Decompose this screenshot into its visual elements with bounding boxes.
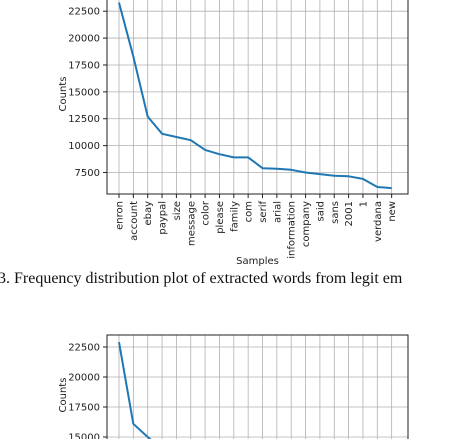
bottom-chart-series bbox=[118, 342, 152, 439]
y-tick-label: 15000 bbox=[68, 433, 100, 439]
top-chart-frame bbox=[106, 0, 409, 195]
y-tick-label: 17500 bbox=[68, 403, 100, 414]
y-tick-label: 15000 bbox=[68, 87, 100, 98]
x-tick-label: please bbox=[215, 201, 226, 234]
bottom-chart-frame bbox=[106, 334, 409, 439]
x-tick-label: information bbox=[287, 201, 298, 259]
x-tick-label: enron bbox=[115, 201, 126, 230]
y-tick-label: 20000 bbox=[68, 34, 100, 45]
y-tick-label: 7500 bbox=[75, 168, 100, 179]
x-tick-label: ebay bbox=[143, 201, 154, 226]
top-chart-x-label: Samples bbox=[236, 256, 279, 267]
y-tick-label: 20000 bbox=[68, 373, 100, 384]
x-tick-label: arial bbox=[272, 201, 283, 223]
x-tick-label: family bbox=[229, 201, 240, 232]
x-tick-label: color bbox=[201, 200, 212, 226]
x-tick-label: new bbox=[387, 201, 398, 222]
bottom-chart: 15000 17500 20000 22500 Counts bbox=[58, 334, 409, 439]
x-tick-label: sans bbox=[330, 201, 341, 224]
x-tick-label: 1 bbox=[358, 201, 369, 207]
top-chart-x-ticks: enron account ebay paypal size message color pl… bbox=[115, 194, 398, 259]
x-tick-label: said bbox=[315, 201, 326, 221]
x-tick-label: paypal bbox=[158, 201, 169, 235]
series-line bbox=[118, 342, 152, 439]
top-chart: 7500 10000 12500 15000 17500 20000 22500 enron… bbox=[58, 0, 409, 267]
x-tick-label: serif bbox=[258, 201, 269, 223]
bottom-chart-y-ticks: 15000 17500 20000 22500 bbox=[68, 343, 107, 439]
x-tick-label: account bbox=[129, 201, 140, 241]
top-chart-grid bbox=[107, 0, 408, 194]
figure-caption: 3. Frequency distribution plot of extrac… bbox=[0, 270, 403, 287]
x-tick-label: company bbox=[301, 201, 312, 247]
y-tick-label: 22500 bbox=[68, 7, 100, 18]
x-tick-label: size bbox=[172, 201, 183, 220]
top-chart-series bbox=[118, 2, 392, 190]
y-tick-label: 17500 bbox=[68, 60, 100, 71]
x-tick-label: com bbox=[244, 201, 255, 222]
x-tick-label: message bbox=[186, 201, 197, 246]
x-tick-label: verdana bbox=[373, 201, 384, 242]
y-tick-label: 12500 bbox=[68, 114, 100, 125]
bottom-chart-y-label: Counts bbox=[58, 378, 69, 413]
x-tick-label: 2001 bbox=[344, 201, 355, 226]
top-chart-y-ticks: 7500 10000 12500 15000 17500 20000 22500 bbox=[68, 7, 107, 179]
bottom-chart-grid bbox=[107, 335, 408, 439]
top-chart-y-label: Counts bbox=[58, 77, 69, 112]
series-line bbox=[118, 2, 392, 190]
y-tick-label: 22500 bbox=[68, 343, 100, 354]
y-tick-label: 10000 bbox=[68, 141, 100, 152]
